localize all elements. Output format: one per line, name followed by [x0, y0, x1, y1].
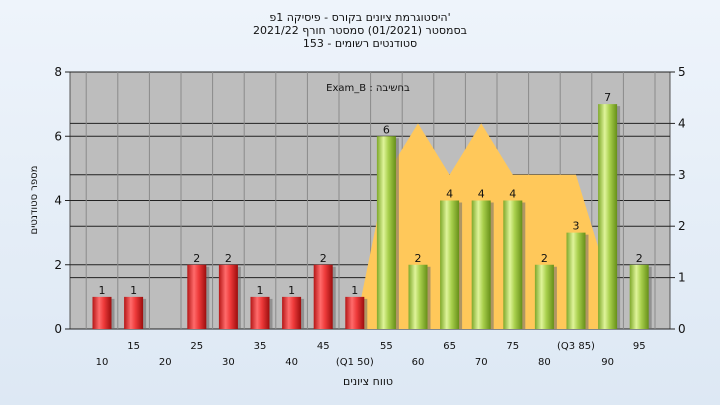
bar-25: [187, 264, 207, 329]
bar-75: [503, 200, 523, 329]
y2-tick-label-4: 4: [678, 116, 686, 130]
x-tick-label-15: 15: [127, 341, 140, 352]
bar-95: [629, 264, 649, 329]
bar-45: [313, 264, 333, 329]
value-label-85: 3: [573, 220, 580, 233]
x-tick-label-30: 30: [222, 357, 235, 368]
value-label-50: 1: [351, 284, 358, 297]
chart-subtitle-enrolled: סטודנטים רשומים - 153: [303, 37, 417, 50]
bar-40: [282, 296, 302, 329]
bar-35: [250, 296, 270, 329]
x-tick-label-65: 65: [443, 341, 456, 352]
bar-10: [92, 296, 112, 329]
value-labels: 1 1 2 2 1 1 2 1 6 2 4 4 4 2 3 7 2: [99, 91, 643, 297]
y2-tick-label-3: 3: [678, 168, 686, 182]
value-label-45: 2: [320, 252, 327, 265]
x-tick-label-40: 40: [285, 357, 298, 368]
bar-80: [534, 264, 554, 329]
value-label-70: 4: [478, 188, 485, 201]
x-tick-label-85: (Q3 85): [557, 341, 595, 352]
x-tick-label-70: 70: [475, 357, 488, 368]
y-tick-label-6: 6: [54, 129, 62, 143]
exam-annotation: Exam_B : בחשיבה: [326, 83, 410, 94]
y2-tick-label-2: 2: [678, 219, 686, 233]
value-label-90: 7: [604, 91, 611, 104]
value-label-55: 6: [383, 123, 390, 136]
y-tick-label-4: 4: [54, 194, 62, 208]
y-tick-label-2: 2: [54, 258, 62, 272]
y-tick-label-8: 8: [54, 65, 62, 79]
value-label-80: 2: [541, 252, 548, 265]
bar-15: [124, 296, 144, 329]
value-label-35: 1: [257, 284, 264, 297]
bar-60: [408, 264, 428, 329]
x-tick-label-20: 20: [159, 357, 172, 368]
x-tick-label-50: (Q1 50): [336, 357, 374, 368]
chart-title: היסטוגרמת ציונים בקורס - פיסיקה 1פ': [269, 11, 450, 24]
bar-85: [566, 232, 586, 329]
x-tick-label-10: 10: [96, 357, 109, 368]
x-tick-label-90: 90: [601, 357, 614, 368]
value-label-15: 1: [130, 284, 137, 297]
bar-30: [218, 264, 238, 329]
x-tick-label-75: 75: [506, 341, 519, 352]
value-label-40: 1: [288, 284, 295, 297]
value-label-30: 2: [225, 252, 232, 265]
value-label-60: 2: [415, 252, 422, 265]
bar-90: [598, 104, 618, 329]
x-axis-label: טווח ציונים: [343, 375, 393, 388]
bar-65: [440, 200, 460, 329]
x-tick-label-45: 45: [317, 341, 330, 352]
bars: [92, 104, 652, 329]
y-axis-label: מספר סטודנטים: [29, 166, 40, 235]
bar-50: [345, 296, 365, 329]
value-label-75: 4: [509, 188, 516, 201]
x-tick-label-35: 35: [254, 341, 267, 352]
value-label-95: 2: [636, 252, 643, 265]
x-tick-label-25: 25: [190, 341, 203, 352]
value-label-10: 1: [99, 284, 106, 297]
y2-tick-label-5: 5: [678, 65, 686, 79]
y2-tick-label-0: 0: [678, 322, 686, 336]
x-tick-label-60: 60: [412, 357, 425, 368]
value-label-25: 2: [193, 252, 200, 265]
x-tick-label-80: 80: [538, 357, 551, 368]
bar-55: [376, 136, 396, 329]
x-tick-label-55: 55: [380, 341, 393, 352]
value-label-65: 4: [446, 188, 453, 201]
y2-tick-label-1: 1: [678, 271, 686, 285]
bar-70: [471, 200, 491, 329]
chart-subtitle-semester: בסמסטר (01/2021) סמסטר חורף 2021/22: [253, 24, 467, 37]
y-tick-label-0: 0: [54, 322, 62, 336]
x-tick-label-95: 95: [633, 341, 646, 352]
